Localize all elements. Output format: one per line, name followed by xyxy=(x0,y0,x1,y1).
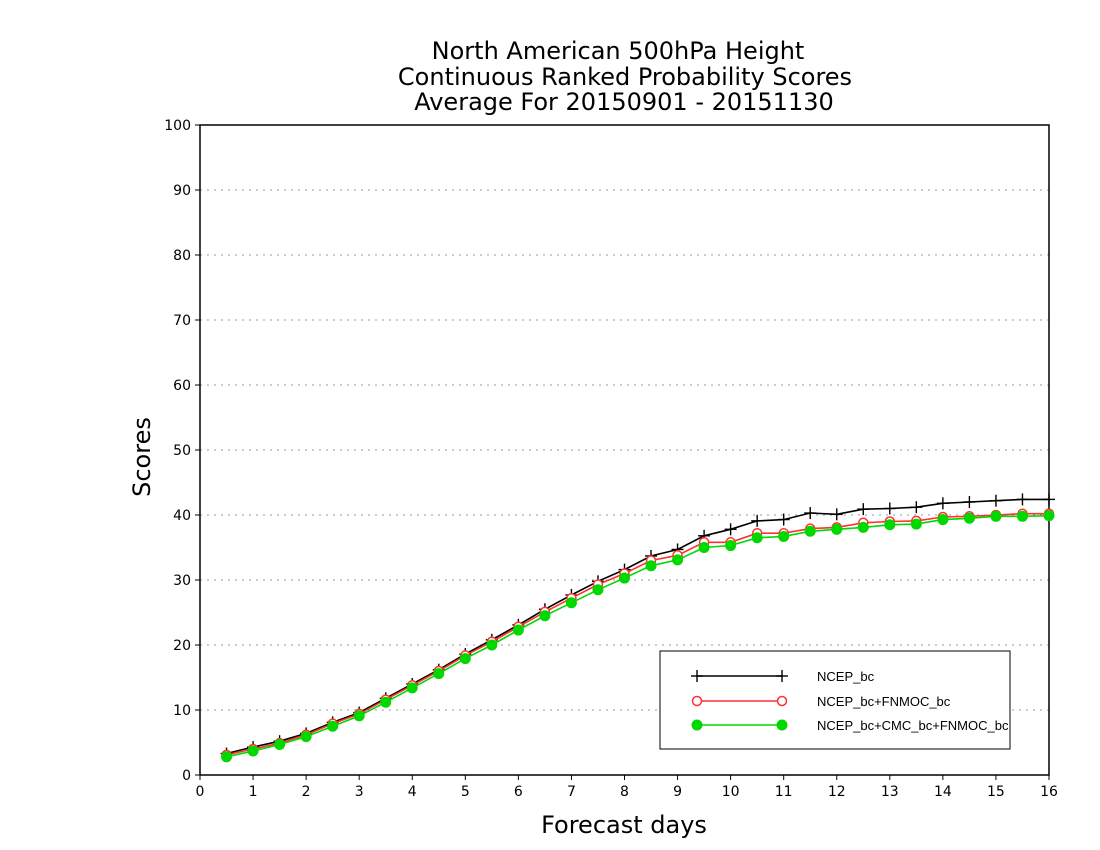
x-tick-label: 0 xyxy=(196,784,205,800)
x-tick-label: 6 xyxy=(514,784,523,800)
x-tick-label: 5 xyxy=(461,784,470,800)
x-tick-label: 13 xyxy=(881,784,899,800)
title-line-3: Average For 20150901 - 20151130 xyxy=(414,88,834,116)
data-point xyxy=(884,519,896,531)
data-point xyxy=(963,512,975,524)
legend-label: NCEP_bc+FNMOC_bc xyxy=(817,694,951,709)
data-point xyxy=(778,530,790,542)
data-point xyxy=(910,501,923,514)
data-point xyxy=(486,639,498,651)
x-tick-label: 15 xyxy=(987,784,1005,800)
data-point xyxy=(990,510,1002,522)
x-axis-title: Forecast days xyxy=(541,811,707,839)
legend-label: NCEP_bc xyxy=(817,669,875,684)
data-point xyxy=(698,542,710,553)
x-tick-label: 7 xyxy=(567,784,576,800)
data-point xyxy=(247,745,259,757)
data-point xyxy=(539,610,551,622)
data-point xyxy=(1016,510,1028,522)
title-line-1: North American 500hPa Height xyxy=(432,37,805,65)
data-point xyxy=(459,653,471,665)
chart-title: North American 500hPa Height Continuous … xyxy=(398,37,852,116)
data-point xyxy=(645,560,657,572)
data-point xyxy=(804,525,816,537)
x-tick-label: 10 xyxy=(722,784,740,800)
data-point xyxy=(221,751,233,763)
legend-marker xyxy=(776,695,788,707)
data-point xyxy=(751,532,763,544)
data-point xyxy=(989,494,1002,507)
y-tick-label: 70 xyxy=(173,313,191,329)
data-point xyxy=(937,514,949,526)
data-point xyxy=(1016,493,1029,506)
data-point xyxy=(406,682,418,694)
series-3 xyxy=(221,510,1055,763)
data-point xyxy=(1043,510,1055,522)
legend-marker xyxy=(691,670,703,682)
x-tick-label: 16 xyxy=(1040,784,1058,800)
data-point xyxy=(857,521,869,533)
y-axis: 0 10 20 30 40 50 60 70 80 90 100 xyxy=(164,118,200,784)
y-tick-label: 90 xyxy=(173,183,191,199)
y-tick-label: 60 xyxy=(173,378,191,394)
data-point xyxy=(433,668,445,680)
data-point xyxy=(751,514,764,527)
data-point xyxy=(910,518,922,530)
legend-marker xyxy=(776,719,788,731)
data-point xyxy=(724,523,737,536)
y-tick-label: 100 xyxy=(164,118,191,134)
x-tick-label: 8 xyxy=(620,784,629,800)
data-point xyxy=(777,513,790,526)
legend-item-3: NCEP_bc+CMC_bc+FNMOC_bc xyxy=(691,718,1009,733)
x-tick-label: 11 xyxy=(775,784,793,800)
data-point xyxy=(883,502,896,515)
x-tick-label: 3 xyxy=(355,784,364,800)
grid xyxy=(200,189,1049,711)
data-point xyxy=(672,554,684,566)
data-point xyxy=(725,540,737,552)
legend-marker xyxy=(776,670,788,682)
data-point xyxy=(300,731,312,743)
x-tick-label: 2 xyxy=(302,784,311,800)
x-tick-label: 14 xyxy=(934,784,952,800)
data-point xyxy=(353,710,365,722)
legend-marker xyxy=(691,719,703,731)
data-point xyxy=(380,696,392,708)
series-group xyxy=(220,493,1055,763)
legend-item-2: NCEP_bc+FNMOC_bc xyxy=(691,694,951,709)
x-tick-label: 12 xyxy=(828,784,846,800)
data-point xyxy=(512,624,524,636)
x-tick-label: 4 xyxy=(408,784,417,800)
data-point xyxy=(830,508,843,521)
y-tick-label: 30 xyxy=(173,573,191,589)
legend: NCEP_bc NCEP_bc+FNMOC_bc NCEP_bc+CMC_bc+FN… xyxy=(659,650,1011,750)
data-point xyxy=(804,507,817,520)
data-point xyxy=(619,572,630,584)
y-axis-title: Scores xyxy=(128,417,156,497)
y-tick-label: 80 xyxy=(173,248,191,264)
x-tick-label: 9 xyxy=(673,784,682,800)
x-axis: 0 1 2 3 4 5 6 7 8 9 10 11 12 13 14 15 16 xyxy=(196,775,1058,800)
legend-marker xyxy=(691,695,703,707)
legend-box xyxy=(659,650,1011,750)
y-tick-label: 50 xyxy=(173,443,191,459)
x-tick-label: 1 xyxy=(249,784,258,800)
legend-label: NCEP_bc+CMC_bc+FNMOC_bc xyxy=(817,718,1009,733)
data-point xyxy=(1043,493,1055,506)
title-line-2: Continuous Ranked Probability Scores xyxy=(398,63,852,91)
data-point xyxy=(831,523,843,535)
y-tick-label: 40 xyxy=(173,508,191,524)
data-point xyxy=(274,738,286,750)
legend-item-1: NCEP_bc xyxy=(691,669,875,684)
data-point xyxy=(857,503,870,516)
y-tick-label: 20 xyxy=(173,638,191,654)
data-point xyxy=(592,584,604,596)
y-tick-label: 10 xyxy=(173,703,191,719)
data-point xyxy=(963,496,976,508)
data-point xyxy=(327,720,339,732)
data-point xyxy=(565,597,577,609)
data-point xyxy=(936,497,949,510)
y-tick-label: 0 xyxy=(182,768,191,784)
